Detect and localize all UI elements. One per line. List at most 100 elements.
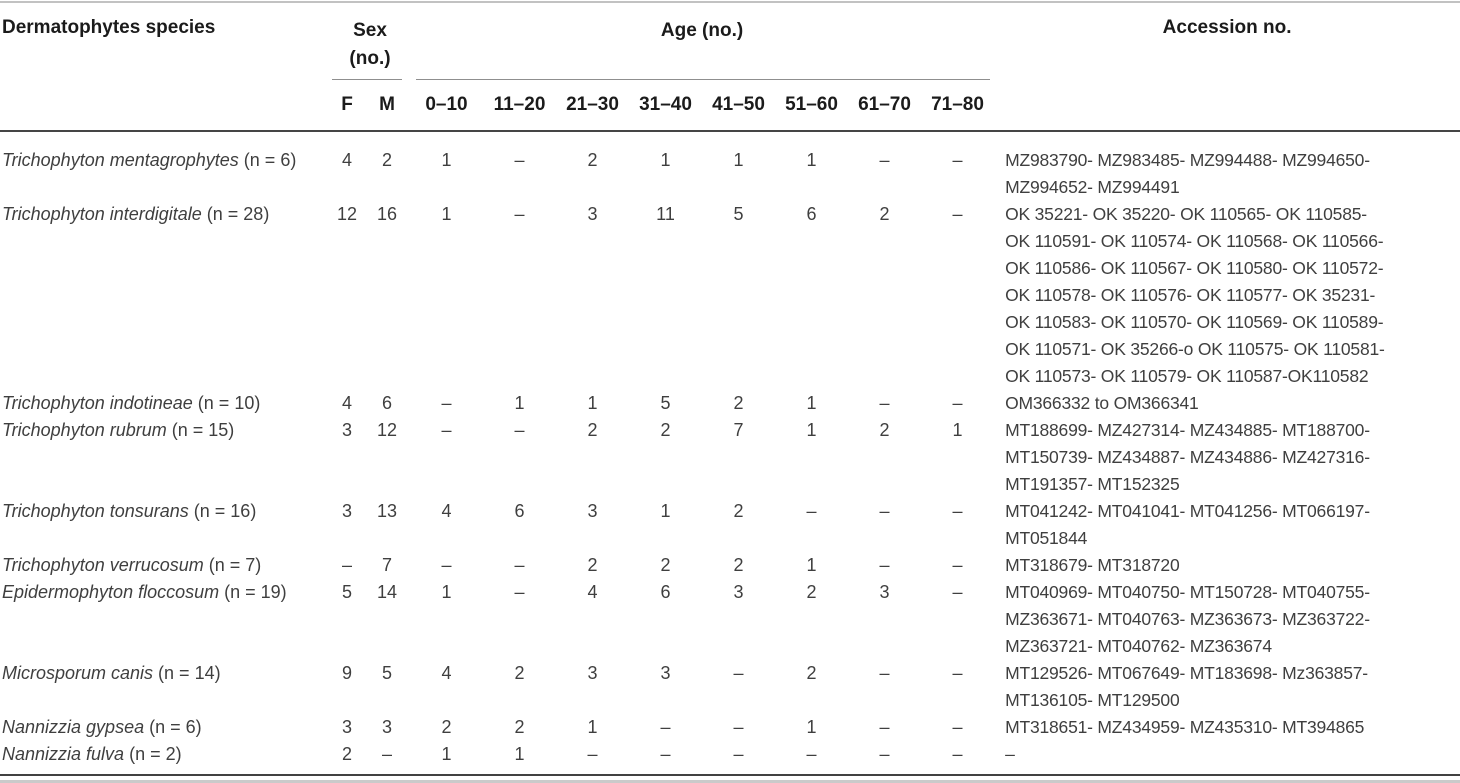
cell-age-6: 2 (879, 420, 890, 440)
subheader-age-41-50: 41–50 (702, 80, 775, 132)
header-row-spanners: Dermatophytes species Sex (no.) Age (no.… (0, 3, 1460, 132)
cell-age-5: 1 (806, 393, 817, 413)
cell-age-5: 1 (806, 717, 817, 737)
subheader-age-11-20: 11–20 (483, 80, 556, 132)
cell-age-0: 2 (441, 717, 452, 737)
cell-age-2: 1 (587, 717, 598, 737)
table-row: Microsporum canis (n = 14) 9 5 4 2 3 3 – 2 – – MT12… (0, 660, 1460, 714)
species-name: Epidermophyton floccosum (2, 582, 225, 602)
cell-age-6: 3 (879, 582, 890, 602)
column-header-age: Age (no.) (410, 3, 994, 80)
table-body: Trichophyton mentagrophytes (n = 6) 4 2 1 – 2… (0, 131, 1460, 775)
cell-age-0: 1 (441, 582, 452, 602)
cell-age-6: 2 (879, 204, 890, 224)
cell-age-0: – (441, 555, 452, 575)
cell-age-0: 4 (441, 501, 452, 521)
cell-sex-m: 14 (376, 582, 398, 602)
cell-sex-m: 12 (376, 420, 398, 440)
cell-age-0: 1 (441, 744, 452, 764)
cell-age-3: 1 (660, 501, 671, 521)
cell-age-5: 1 (806, 555, 817, 575)
cell-species: Trichophyton mentagrophytes (n = 6) (2, 150, 297, 170)
cell-age-2: 3 (587, 204, 598, 224)
cell-age-2: 4 (587, 582, 598, 602)
cell-age-6: – (879, 663, 890, 683)
table-row: Nannizzia gypsea (n = 6) 3 3 2 2 1 – – 1 – – MT3186… (0, 714, 1460, 741)
subheader-age-61-70: 61–70 (848, 80, 921, 132)
cell-age-1: 1 (514, 744, 525, 764)
cell-species: Trichophyton verrucosum (n = 7) (2, 555, 262, 575)
cell-sex-f: 5 (341, 582, 352, 602)
cell-accession: MT129526- MT067649- MT183698- Mz363857- … (1005, 663, 1368, 710)
cell-species: Trichophyton tonsurans (n = 16) (2, 501, 257, 521)
cell-age-1: 6 (514, 501, 525, 521)
cell-age-7: – (952, 150, 963, 170)
cell-age-7: – (952, 717, 963, 737)
cell-sex-m: 2 (381, 150, 392, 170)
cell-age-6: – (879, 501, 890, 521)
table-row: Trichophyton verrucosum (n = 7) – 7 – – 2 2 2 1 –… (0, 552, 1460, 579)
cell-age-0: – (441, 420, 452, 440)
cell-age-1: – (514, 150, 525, 170)
cell-accession: MZ983790- MZ983485- MZ994488- MZ994650- … (1005, 150, 1370, 197)
cell-age-3: 2 (660, 420, 671, 440)
cell-age-6: – (879, 555, 890, 575)
cell-sex-f: 9 (341, 663, 352, 683)
cell-age-2: 2 (587, 555, 598, 575)
cell-sex-f: 4 (341, 150, 352, 170)
subheader-age-0-10: 0–10 (410, 80, 483, 132)
cell-age-4: 1 (733, 150, 744, 170)
species-name: Nannizzia gypsea (2, 717, 150, 737)
sex-header-line2: (no.) (349, 48, 391, 69)
cell-accession: MT318651- MZ434959- MZ435310- MT394865 (1005, 717, 1365, 737)
cell-species: Trichophyton interdigitale (n = 28) (2, 204, 270, 224)
subheader-age-21-30: 21–30 (556, 80, 629, 132)
cell-species: Trichophyton indotineae (n = 10) (2, 393, 261, 413)
cell-species: Nannizzia gypsea (n = 6) (2, 717, 202, 737)
cell-age-4: 2 (733, 393, 744, 413)
cell-accession: MT041242- MT041041- MT041256- MT066197- … (1005, 501, 1370, 548)
cell-age-6: – (879, 744, 890, 764)
cell-age-5: 2 (806, 582, 817, 602)
cell-age-3: 1 (660, 150, 671, 170)
cell-age-4: 2 (733, 501, 744, 521)
cell-age-1: – (514, 555, 525, 575)
species-name: Trichophyton rubrum (2, 420, 172, 440)
cell-sex-f: 3 (341, 420, 352, 440)
cell-age-1: 2 (514, 717, 525, 737)
table-row: Epidermophyton floccosum (n = 19) 5 14 1 – 4 6… (0, 579, 1460, 660)
cell-age-0: 1 (441, 204, 452, 224)
column-header-accession: Accession no. (994, 3, 1460, 132)
cell-age-3: 3 (660, 663, 671, 683)
cell-sex-m: 6 (381, 393, 392, 413)
table-row: Trichophyton rubrum (n = 15) 3 12– –2 2 7 1 2 1 M… (0, 417, 1460, 498)
cell-sex-m: 3 (381, 717, 392, 737)
cell-age-4: 3 (733, 582, 744, 602)
cell-age-6: – (879, 150, 890, 170)
cell-age-4: 2 (733, 555, 744, 575)
table-bottom-rule (0, 780, 1460, 783)
cell-age-0: 4 (441, 663, 452, 683)
cell-age-1: 1 (514, 393, 525, 413)
cell-accession: – (1005, 744, 1015, 764)
cell-species: Microsporum canis (n = 14) (2, 663, 221, 683)
cell-age-6: – (879, 717, 890, 737)
cell-age-4: 5 (733, 204, 744, 224)
cell-age-4: – (733, 744, 744, 764)
column-header-sex: Sex (no.) (330, 3, 410, 80)
subheader-age-71-80: 71–80 (921, 80, 995, 132)
cell-age-0: 1 (441, 150, 452, 170)
cell-accession: MT318679- MT318720 (1005, 555, 1180, 575)
species-name: Trichophyton indotineae (2, 393, 198, 413)
cell-sex-f: 4 (341, 393, 352, 413)
cell-age-4: – (733, 717, 744, 737)
cell-age-5: – (806, 744, 817, 764)
subheader-sex-f: F (330, 80, 364, 132)
cell-age-2: 2 (587, 420, 598, 440)
cell-age-7: – (952, 555, 963, 575)
cell-age-0: – (441, 393, 452, 413)
cell-sex-m: – (381, 744, 392, 764)
cell-sex-f: – (341, 555, 352, 575)
species-name: Trichophyton tonsurans (2, 501, 194, 521)
table-header: Dermatophytes species Sex (no.) Age (no.… (0, 3, 1460, 132)
